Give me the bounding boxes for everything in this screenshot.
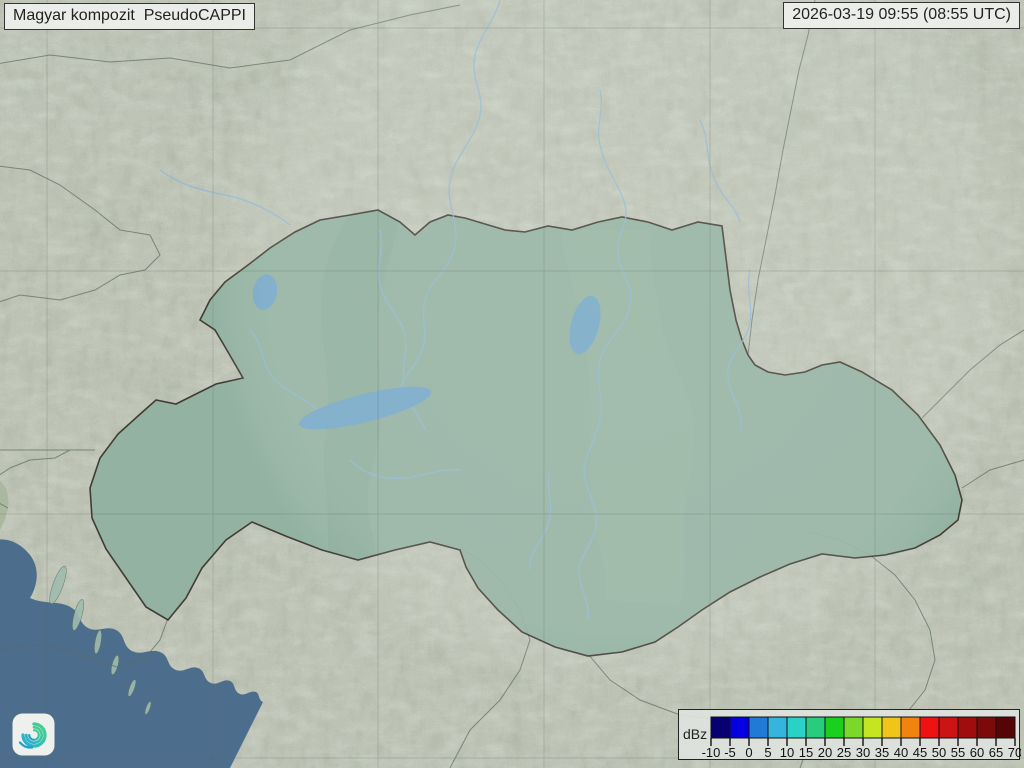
svg-text:25: 25 xyxy=(837,745,851,760)
svg-text:0: 0 xyxy=(745,745,752,760)
svg-text:15: 15 xyxy=(799,745,813,760)
svg-text:55: 55 xyxy=(951,745,965,760)
svg-text:40: 40 xyxy=(894,745,908,760)
svg-text:70: 70 xyxy=(1008,745,1021,760)
svg-text:60: 60 xyxy=(970,745,984,760)
svg-text:65: 65 xyxy=(989,745,1003,760)
svg-text:30: 30 xyxy=(856,745,870,760)
svg-text:10: 10 xyxy=(780,745,794,760)
svg-text:50: 50 xyxy=(932,745,946,760)
svg-text:20: 20 xyxy=(818,745,832,760)
svg-text:5: 5 xyxy=(764,745,771,760)
svg-text:-10: -10 xyxy=(702,745,721,760)
svg-text:45: 45 xyxy=(913,745,927,760)
svg-text:-5: -5 xyxy=(724,745,736,760)
svg-text:35: 35 xyxy=(875,745,889,760)
